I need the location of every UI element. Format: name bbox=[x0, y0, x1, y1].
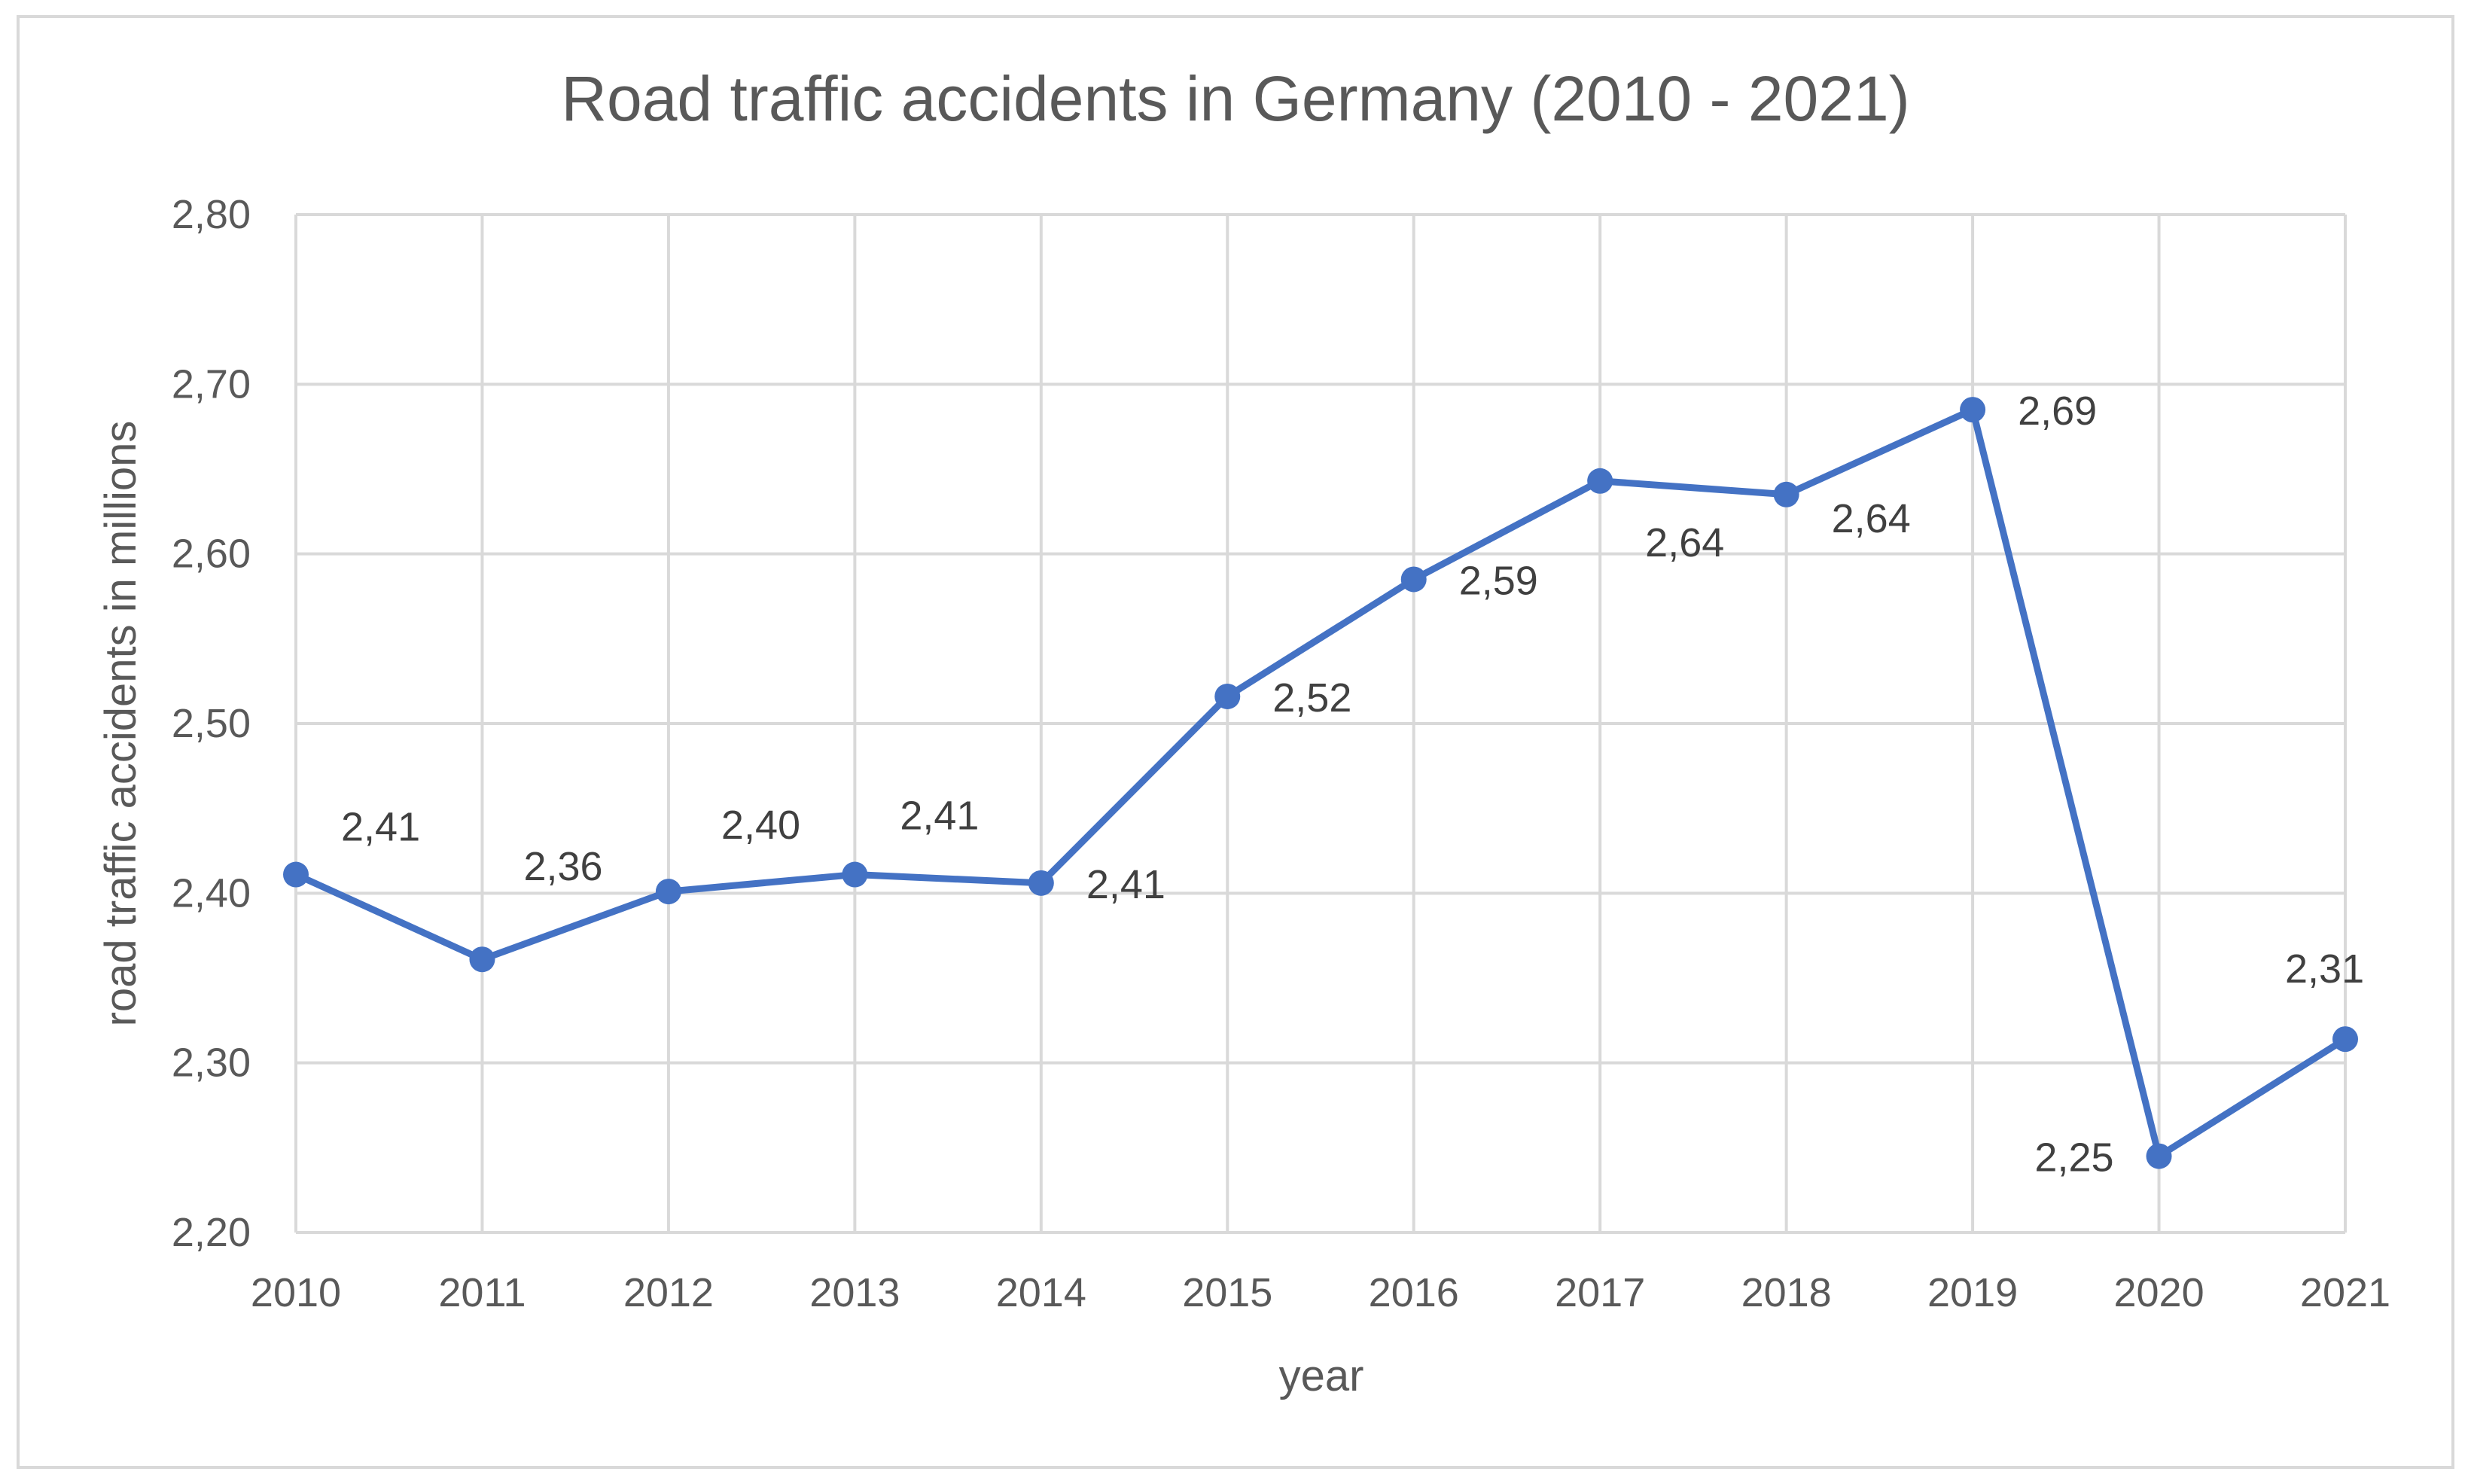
data-point bbox=[2146, 1143, 2172, 1169]
data-label: 2,52 bbox=[1272, 675, 1351, 721]
data-label: 2,36 bbox=[523, 844, 602, 889]
x-tick-label: 2010 bbox=[251, 1270, 341, 1315]
y-tick-label: 2,70 bbox=[172, 361, 251, 407]
x-tick-label: 2011 bbox=[438, 1270, 526, 1315]
x-tick-label: 2021 bbox=[2300, 1270, 2390, 1315]
data-point bbox=[655, 879, 681, 905]
x-axis-tick-labels: 2010 2011 2012 2013 2014 2015 2016 2017 2018 2019… bbox=[251, 1270, 2390, 1315]
data-label: 2,41 bbox=[900, 794, 979, 839]
data-label: 2,41 bbox=[1086, 862, 1165, 907]
y-axis-title: road traffic accidents in millions bbox=[96, 421, 145, 1027]
data-point bbox=[1028, 870, 1054, 896]
data-labels: 2,41 2,36 2,40 2,41 2,41 2,52 2,59 2,64 2,64 2,69… bbox=[341, 389, 2364, 1180]
data-point bbox=[842, 861, 868, 888]
x-tick-label: 2019 bbox=[1927, 1270, 2018, 1315]
data-label: 2,41 bbox=[341, 805, 420, 850]
data-label: 2,25 bbox=[2034, 1135, 2113, 1181]
data-point bbox=[1400, 566, 1427, 593]
data-point bbox=[1773, 481, 1799, 507]
x-tick-label: 2012 bbox=[623, 1270, 714, 1315]
data-label: 2,64 bbox=[1645, 520, 1724, 565]
x-tick-label: 2016 bbox=[1369, 1270, 1459, 1315]
data-series bbox=[292, 406, 2349, 1160]
data-label: 2,64 bbox=[1832, 496, 1911, 541]
data-label: 2,31 bbox=[2285, 946, 2364, 992]
data-point bbox=[2332, 1026, 2358, 1053]
x-axis-title: year bbox=[1279, 1351, 1364, 1400]
chart-area bbox=[17, 15, 2454, 1469]
series-line bbox=[292, 406, 2349, 1160]
data-point bbox=[469, 946, 495, 973]
y-tick-label: 2,50 bbox=[172, 701, 251, 746]
data-points bbox=[283, 397, 2358, 1169]
data-point bbox=[1960, 397, 1986, 423]
y-axis-tick-labels: 2,20 2,30 2,40 2,50 2,60 2,70 2,80 bbox=[172, 192, 251, 1255]
x-tick-label: 2015 bbox=[1182, 1270, 1272, 1315]
y-tick-label: 2,80 bbox=[172, 192, 251, 237]
data-label: 2,40 bbox=[721, 803, 800, 848]
x-tick-label: 2018 bbox=[1741, 1270, 1832, 1315]
y-tick-label: 2,30 bbox=[172, 1041, 251, 1086]
data-point bbox=[283, 861, 309, 888]
data-point bbox=[1214, 683, 1241, 709]
x-tick-label: 2014 bbox=[996, 1270, 1086, 1315]
y-tick-label: 2,40 bbox=[172, 870, 251, 916]
y-tick-label: 2,60 bbox=[172, 532, 251, 577]
x-tick-label: 2020 bbox=[2113, 1270, 2204, 1315]
y-tick-label: 2,20 bbox=[172, 1210, 251, 1255]
x-tick-label: 2017 bbox=[1555, 1270, 1645, 1315]
data-label: 2,59 bbox=[1459, 558, 1538, 603]
data-label: 2,69 bbox=[2018, 389, 2097, 434]
gridlines bbox=[294, 213, 2347, 1234]
chart-title: Road traffic accidents in Germany (2010 … bbox=[561, 63, 1909, 134]
data-point bbox=[1587, 468, 1613, 494]
x-tick-label: 2013 bbox=[809, 1270, 900, 1315]
